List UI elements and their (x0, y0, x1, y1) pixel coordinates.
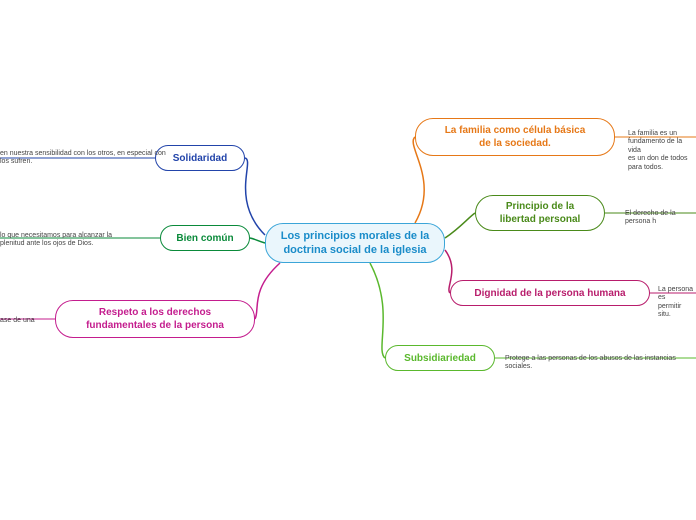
desc-bien-comun: lo que necesitamos para alcanzar lapleni… (0, 232, 112, 249)
desc-dignidad: La persona espermitir situ. (658, 286, 696, 320)
node-respeto[interactable]: Respeto a los derechosfundamentales de l… (55, 300, 255, 338)
desc-familia: La familia es un fundamento de la vidaes… (628, 130, 696, 172)
desc-respeto: ase de una (0, 317, 35, 325)
node-familia[interactable]: La familia como célula básicade la socie… (415, 118, 615, 156)
center-node[interactable]: Los principios morales de ladoctrina soc… (265, 223, 445, 263)
mindmap-canvas: Los principios morales de ladoctrina soc… (0, 0, 696, 520)
desc-libertad: El derecho de la persona h (625, 210, 696, 227)
desc-solidaridad: en nuestra sensibilidad con los otros, e… (0, 150, 166, 167)
desc-subsidiariedad: Protege a las personas de los abusos de … (505, 355, 696, 372)
node-solidaridad[interactable]: Solidaridad (155, 145, 245, 171)
node-subsidiariedad[interactable]: Subsidiariedad (385, 345, 495, 371)
node-libertad[interactable]: Principio de lalibertad personal (475, 195, 605, 231)
node-bien-comun[interactable]: Bien común (160, 225, 250, 251)
node-dignidad[interactable]: Dignidad de la persona humana (450, 280, 650, 306)
